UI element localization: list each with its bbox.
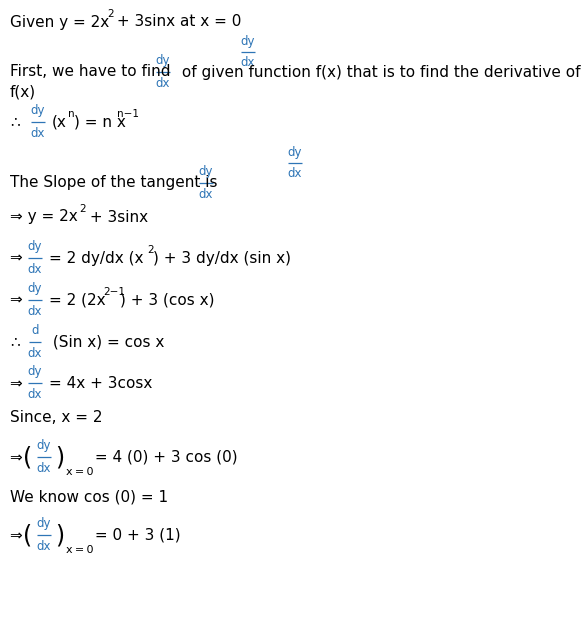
Text: dx: dx (288, 167, 303, 180)
Text: dy: dy (28, 365, 42, 378)
Text: dx: dx (31, 127, 45, 140)
Text: dy: dy (31, 104, 45, 117)
Text: ) + 3 dy/dx (sin x): ) + 3 dy/dx (sin x) (153, 250, 291, 266)
Text: dx: dx (28, 263, 42, 276)
Text: 2−1: 2−1 (103, 287, 125, 297)
Text: ⇒: ⇒ (10, 376, 27, 390)
Text: 2: 2 (79, 204, 86, 214)
Text: dx: dx (28, 388, 42, 401)
Text: dx: dx (28, 347, 42, 360)
Text: x = 0: x = 0 (66, 545, 93, 555)
Text: (Sin x) = cos x: (Sin x) = cos x (48, 334, 164, 349)
Text: = 4 (0) + 3 cos (0): = 4 (0) + 3 cos (0) (90, 449, 238, 465)
Text: ⇒ y = 2x: ⇒ y = 2x (10, 209, 78, 225)
Text: dy: dy (241, 35, 255, 48)
Text: ⇒: ⇒ (10, 293, 27, 308)
Text: = 2 dy/dx (x: = 2 dy/dx (x (49, 250, 144, 266)
Text: (x: (x (52, 114, 67, 130)
Text: ): ) (55, 445, 65, 469)
Text: = 4x + 3cosx: = 4x + 3cosx (49, 376, 152, 390)
Text: ∴: ∴ (10, 114, 20, 130)
Text: ⇒: ⇒ (10, 250, 27, 266)
Text: n: n (68, 109, 75, 119)
Text: dx: dx (156, 77, 171, 90)
Text: Since, x = 2: Since, x = 2 (10, 410, 103, 426)
Text: 2: 2 (107, 9, 114, 19)
Text: dx: dx (199, 188, 213, 201)
Text: = 0 + 3 (1): = 0 + 3 (1) (90, 528, 180, 542)
Text: dy: dy (28, 240, 42, 253)
Text: (: ( (23, 523, 33, 547)
Text: 2: 2 (147, 245, 154, 255)
Text: + 3sinx at x = 0: + 3sinx at x = 0 (112, 15, 241, 30)
Text: ⇒: ⇒ (10, 528, 27, 542)
Text: ) = n x: ) = n x (74, 114, 126, 130)
Text: ∴: ∴ (10, 334, 20, 349)
Text: dx: dx (37, 462, 51, 475)
Text: ) + 3 (cos x): ) + 3 (cos x) (120, 293, 214, 308)
Text: x = 0: x = 0 (66, 467, 93, 477)
Text: dy: dy (199, 165, 213, 178)
Text: f(x): f(x) (10, 85, 36, 100)
Text: dx: dx (28, 305, 42, 318)
Text: ): ) (55, 523, 65, 547)
Text: = 2 (2x: = 2 (2x (49, 293, 106, 308)
Text: of given function f(x) that is to find the derivative of: of given function f(x) that is to find t… (177, 64, 580, 80)
Text: First, we have to find: First, we have to find (10, 64, 175, 80)
Text: dx: dx (37, 540, 51, 553)
Text: n−1: n−1 (117, 109, 139, 119)
Text: + 3sinx: + 3sinx (85, 209, 148, 225)
Text: dy: dy (288, 146, 303, 159)
Text: dy: dy (37, 517, 51, 530)
Text: d: d (32, 324, 39, 337)
Text: (: ( (23, 445, 33, 469)
Text: Given y = 2x: Given y = 2x (10, 15, 109, 30)
Text: We know cos (0) = 1: We know cos (0) = 1 (10, 489, 168, 505)
Text: dy: dy (28, 282, 42, 295)
Text: The Slope of the tangent is: The Slope of the tangent is (10, 175, 223, 191)
Text: dy: dy (37, 439, 51, 452)
Text: ⇒: ⇒ (10, 449, 27, 465)
Text: dy: dy (156, 54, 171, 67)
Text: dx: dx (241, 56, 255, 69)
